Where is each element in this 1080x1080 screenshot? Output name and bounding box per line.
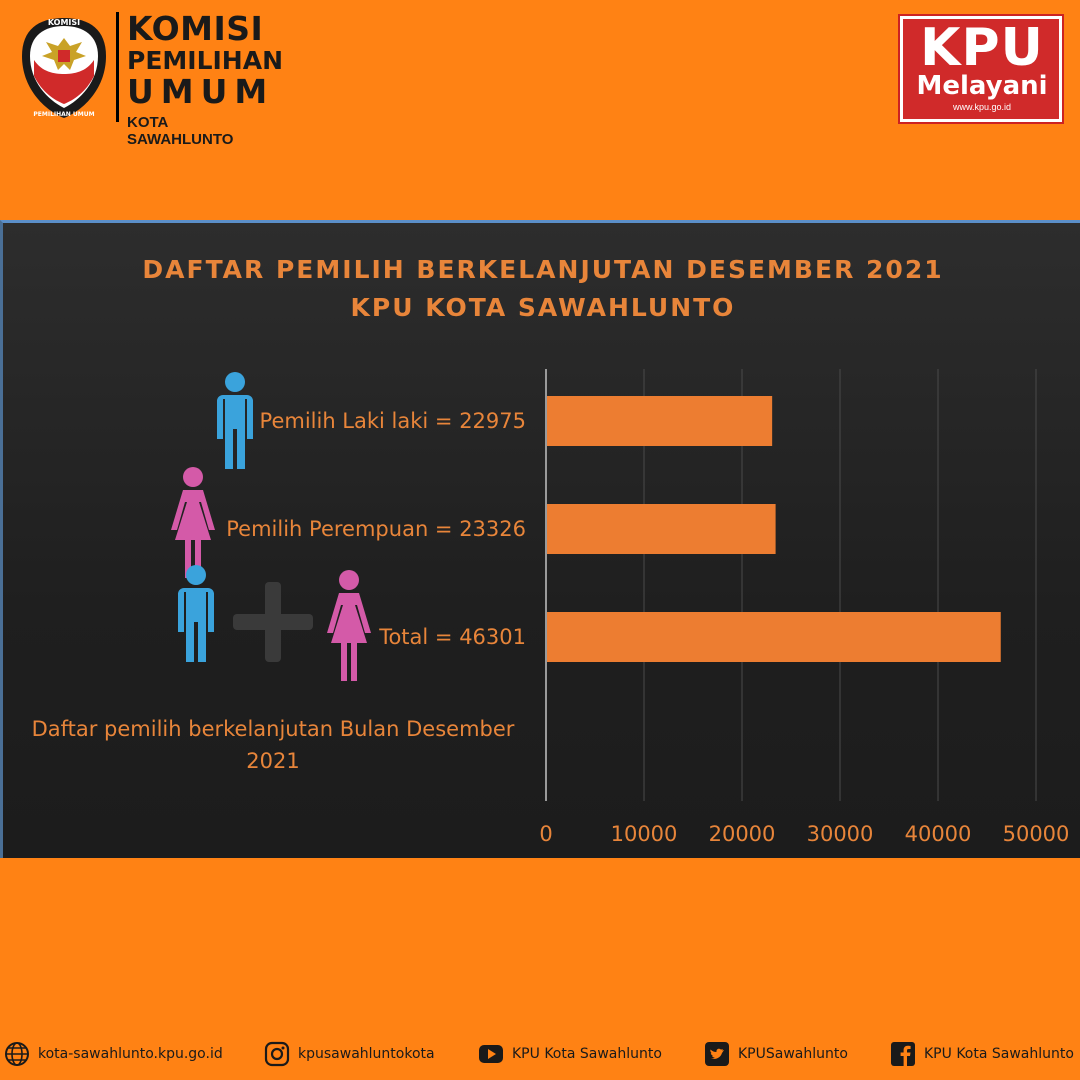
footer-youtube-link[interactable]: KPU Kota Sawahlunto [478,1036,662,1072]
facebook-icon [891,1042,915,1066]
female-person-icon [171,467,215,578]
footer-youtube-text: KPU Kota Sawahlunto [512,1046,662,1062]
x-tick-label: 0 [539,822,552,846]
category-label-female: Pemilih Perempuan = 23326 [226,517,526,541]
garuda-emblem-icon: KOMISI PEMILIHAN UMUM [22,18,106,118]
footer-facebook-link[interactable]: KPU Kota Sawahlunto [890,1036,1074,1072]
chart-title: DAFTAR PEMILIH BERKELANJUTAN DESEMBER 20… [3,251,1080,327]
badge-melayani-text: Melayani [916,71,1048,101]
category-label-male: Pemilih Laki laki = 22975 [259,409,526,433]
male-person-icon [178,565,214,662]
org-line-1: KOMISI [127,9,264,48]
footer-facebook-text: KPU Kota Sawahlunto [924,1046,1074,1062]
x-tick-label: 20000 [709,822,776,846]
chart-title-line-1: DAFTAR PEMILIH BERKELANJUTAN DESEMBER 20… [142,255,944,284]
bar [547,612,1001,662]
youtube-icon [479,1045,503,1063]
org-line-2: PEMILIHAN [127,46,284,75]
footer-instagram-text: kpusawahluntokota [298,1046,435,1062]
twitter-icon [705,1042,729,1066]
bar-chart: 0 10000 20000 30000 40000 50000 [171,369,1070,846]
badge-kpu-text: KPU [920,18,1044,78]
male-person-icon [217,372,253,469]
org-name: KOMISI PEMILIHAN UMUM KOTA SAWAHLUNTO [116,9,284,148]
footer-social-bar: kota-sawahlunto.kpu.go.id kpusawahluntok… [0,1036,1080,1072]
svg-text:PEMILIHAN UMUM: PEMILIHAN UMUM [33,111,94,118]
category-label-total: Total = 46301 [379,625,526,649]
plus-icon [233,582,313,662]
kpu-melayani-badge: KPU Melayani www.kpu.go.id [898,14,1064,124]
svg-text:KOMISI: KOMISI [48,18,80,27]
footer-website-link[interactable]: kota-sawahlunto.kpu.go.id [4,1036,223,1072]
footer-website-text: kota-sawahlunto.kpu.go.id [38,1046,223,1062]
x-tick-label: 10000 [611,822,678,846]
category-label-note: Daftar pemilih berkelanjutan Bulan Desem… [31,717,515,773]
globe-icon [5,1042,29,1066]
footer-twitter-text: KPUSawahlunto [738,1046,848,1062]
chart-panel: DAFTAR PEMILIH BERKELANJUTAN DESEMBER 20… [0,220,1080,858]
org-line-3: UMUM [127,72,275,111]
instagram-icon [264,1041,290,1067]
kpu-logo: KOMISI PEMILIHAN UMUM KOMISI PEMILIHAN U… [20,12,283,148]
org-line-4: KOTA SAWAHLUNTO [127,114,234,148]
chart-title-line-2: KPU KOTA SAWAHLUNTO [350,293,736,322]
bar [547,504,776,554]
x-tick-label: 40000 [905,822,972,846]
x-tick-label: 50000 [1003,822,1070,846]
x-tick-label: 30000 [807,822,874,846]
bar [547,396,773,446]
badge-url-text: www.kpu.go.id [952,102,1012,112]
footer-twitter-link[interactable]: KPUSawahlunto [704,1036,848,1072]
female-person-icon [327,570,371,681]
footer-instagram-link[interactable]: kpusawahluntokota [264,1036,435,1072]
